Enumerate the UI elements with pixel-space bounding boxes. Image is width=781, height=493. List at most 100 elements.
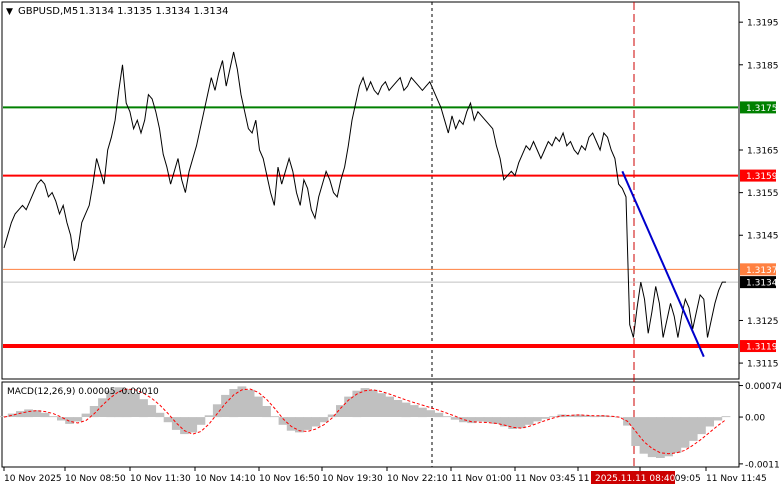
macd-histogram-bar (319, 417, 329, 423)
macd-histogram-bar (713, 417, 723, 421)
ohlc-values: 1.3134 1.3135 1.3134 1.3134 (79, 6, 229, 17)
current-price-label-bg (740, 276, 776, 289)
price-tick-label: 1.3185 (747, 61, 779, 71)
time-tick-label: 10 Nov 11:30 (130, 474, 191, 484)
macd-histogram-bar (262, 406, 271, 418)
macd-histogram-bar (500, 417, 509, 427)
macd-histogram-bar (221, 394, 230, 417)
macd-histogram-bar (155, 412, 165, 418)
level-label: 1.3175 (746, 104, 778, 114)
price-tick-label: 1.3145 (747, 232, 779, 242)
macd-histogram-bar (475, 417, 485, 422)
macd-histogram-bar (606, 416, 616, 418)
macd-histogram-bar (483, 417, 493, 423)
macd-histogram-bar (139, 399, 148, 418)
macd-histogram-bar (65, 417, 74, 424)
macd-histogram-bar (697, 417, 706, 435)
macd-histogram-bar (163, 417, 173, 423)
macd-histogram-bar (147, 405, 157, 417)
trend-line (621, 170, 705, 358)
macd-histogram-bar (188, 417, 198, 433)
level-label: 1.3137 (746, 266, 778, 276)
macd-histogram-bar (459, 417, 468, 423)
macd-histogram-bar (311, 417, 321, 427)
macd-title: MACD(12,26,9) 0.00005 -0.00010 (7, 387, 159, 397)
time-tick-label: 10 Nov 19:30 (322, 474, 383, 484)
macd-histogram-bar (270, 416, 280, 418)
macd-histogram-bar (664, 417, 673, 457)
price-tick-label: 1.3125 (747, 317, 779, 327)
macd-histogram-bar (204, 415, 214, 417)
macd-histogram-bar (212, 404, 222, 418)
price-axis: 1.3195 1.3185 1.3165 1.3155 1.3145 1.3125 1.31… (739, 19, 781, 470)
symbol-label: GBPUSD,M5 (18, 6, 78, 17)
macd-histogram-bar (278, 417, 288, 425)
macd-histogram-bar (524, 417, 534, 425)
macd-histogram-bar (89, 406, 99, 418)
macd-histogram-bar (614, 417, 624, 418)
macd-tick-label: -0.0011 (745, 460, 780, 470)
macd-histogram-bar (229, 389, 239, 418)
macd-histogram-bar (24, 409, 33, 418)
time-tick-label: 11 Nov 03:45 (515, 474, 576, 484)
dropdown-arrow-icon[interactable]: ▼ (6, 7, 13, 17)
macd-histogram-bar (196, 417, 206, 425)
time-tick-label: 10 Nov 22:10 (387, 474, 448, 484)
macd-histogram-bar (368, 389, 378, 417)
macd-histogram-bar (98, 398, 107, 417)
macd-histogram-bar (565, 415, 575, 417)
macd-histogram-bar (327, 414, 337, 418)
level-label: 1.3119 (746, 343, 778, 353)
macd-histogram-bar (434, 412, 444, 418)
current-price-label: 1.3134 (746, 279, 778, 289)
macd-histogram-bar (344, 396, 353, 417)
time-highlight-label: 2025.11.11 08:40 (595, 474, 676, 484)
price-tick-label: 1.3115 (747, 360, 779, 370)
price-tick-label: 1.3195 (747, 19, 779, 29)
level-label-bg (740, 340, 776, 353)
macd-histogram-bar (590, 416, 600, 418)
time-highlight-bg (591, 471, 675, 484)
macd-histogram-bar (295, 417, 304, 433)
macd-histogram-bar (32, 410, 42, 417)
price-panel-frame (1, 1, 740, 380)
macd-histogram-bar (508, 417, 518, 429)
time-tick-label: 11 Nov 11:45 (706, 474, 767, 484)
macd-histogram-bar (532, 417, 542, 422)
macd-histogram-bar (582, 415, 591, 417)
macd-histogram-bar (57, 417, 66, 421)
horizontal-levels (3, 106, 738, 349)
macd-histogram-bar (418, 407, 427, 418)
macd-histogram-bar (253, 396, 263, 417)
macd-histogram-bar (352, 390, 362, 418)
time-tick-label: 11 (578, 474, 589, 484)
macd-histogram-bar (7, 413, 17, 417)
price-series (3, 51, 726, 338)
macd-histogram-bar (385, 396, 394, 417)
time-tick-label: 10 Nov 2025 (4, 474, 62, 484)
macd-histogram-bar (426, 410, 435, 417)
macd-histogram-bar (180, 417, 189, 435)
macd-histogram-bar (245, 389, 255, 417)
macd-histogram-bar (516, 417, 526, 429)
macd-histogram-bar (467, 417, 477, 424)
macd-histogram-bar (81, 413, 91, 417)
macd-indicator (0, 386, 731, 458)
macd-histogram-bar (573, 414, 583, 418)
macd-histogram-bar (237, 386, 247, 417)
macd-histogram-bar (721, 416, 731, 418)
macd-histogram-bar (16, 411, 25, 418)
macd-histogram-bar (549, 416, 559, 418)
macd-histogram-bar (705, 417, 714, 427)
macd-histogram-bar (40, 412, 50, 418)
macd-histogram-bar (73, 417, 83, 422)
price-tick-label: 1.3165 (747, 147, 779, 157)
macd-histogram-bar (336, 405, 345, 417)
macd-histogram-bar (48, 416, 58, 418)
macd-histogram-bar (409, 405, 419, 417)
macd-histogram-bar (639, 417, 649, 454)
time-tick-label: 10 Nov 14:10 (195, 474, 256, 484)
macd-histogram-bar (106, 390, 116, 418)
